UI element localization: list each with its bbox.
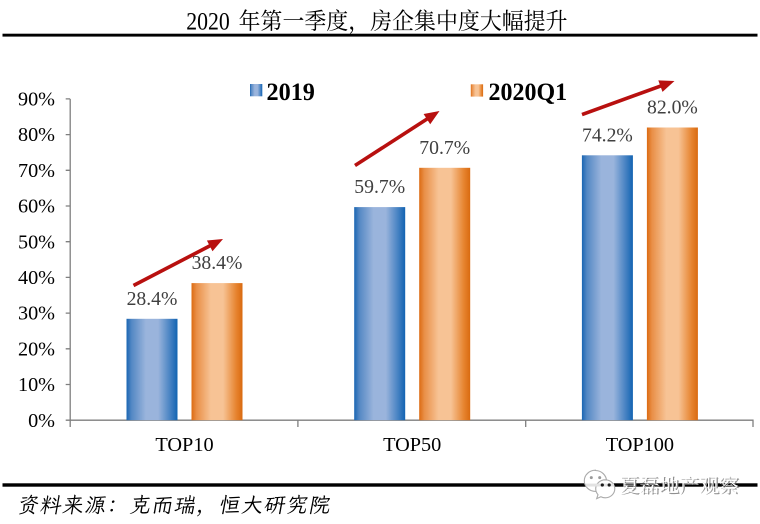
svg-text:2020: 2020 <box>186 9 230 36</box>
svg-text:TOP100: TOP100 <box>606 434 674 456</box>
svg-text:TOP50: TOP50 <box>383 434 441 456</box>
svg-text:82.0%: 82.0% <box>647 97 698 119</box>
svg-text:60%: 60% <box>18 196 55 218</box>
svg-text:40%: 40% <box>18 267 55 289</box>
svg-text:74.2%: 74.2% <box>582 124 633 146</box>
svg-text:30%: 30% <box>18 303 55 325</box>
svg-text:2019: 2019 <box>267 79 315 106</box>
svg-text:80%: 80% <box>18 124 55 146</box>
svg-text:50%: 50% <box>18 231 55 253</box>
svg-text:TOP10: TOP10 <box>155 434 213 456</box>
svg-text:2020Q1: 2020Q1 <box>489 79 568 106</box>
svg-text:70.7%: 70.7% <box>419 137 470 159</box>
svg-text:90%: 90% <box>18 89 55 111</box>
svg-text:10%: 10% <box>18 374 55 396</box>
svg-text:0%: 0% <box>28 410 55 432</box>
svg-text:38.4%: 38.4% <box>192 252 243 274</box>
svg-text:28.4%: 28.4% <box>127 288 178 310</box>
svg-text:20%: 20% <box>18 338 55 360</box>
svg-text:59.7%: 59.7% <box>354 176 405 198</box>
svg-text:70%: 70% <box>18 160 55 182</box>
